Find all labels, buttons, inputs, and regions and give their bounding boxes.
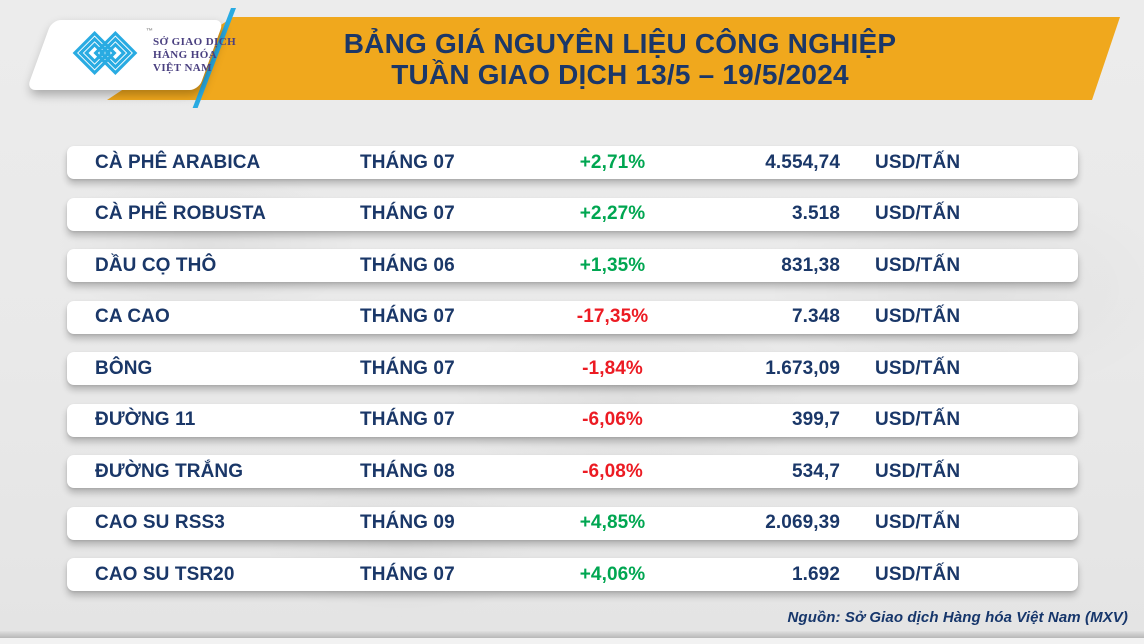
page-bottom-edge: [0, 638, 1144, 644]
table-row: ĐƯỜNG TRẮNG THÁNG 08 -6,08% 534,7 USD/TẤ…: [67, 455, 1078, 488]
change-percent: +1,35%: [579, 254, 646, 276]
commodity-name: DẦU CỌ THÔ: [95, 254, 217, 276]
table-row: CÀ PHÊ ROBUSTA THÁNG 07 +2,27% 3.518 USD…: [67, 197, 1078, 231]
table-row: CÀ PHÊ ARABICA THÁNG 07 +2,71% 4.554,74 …: [67, 146, 1078, 179]
price-table: CÀ PHÊ ARABICA THÁNG 07 +2,71% 4.554,74 …: [67, 146, 1078, 591]
mxv-logo-group: ™ SỞ GIAO DỊCH HÀNG HÓA VIỆT NAM: [52, 20, 236, 90]
contract-month: THÁNG 09: [360, 512, 455, 533]
commodity-name: CAO SU RSS3: [95, 512, 225, 533]
mxv-logo-text: SỞ GIAO DỊCH HÀNG HÓA VIỆT NAM: [153, 36, 236, 75]
change-percent: -6,08%: [582, 460, 643, 482]
mxv-logo-icon: ™: [66, 28, 153, 81]
page-title: BẢNG GIÁ NGUYÊN LIỆU CÔNG NGHIỆP TUẦN GI…: [95, 17, 1144, 100]
mxv-org-line3: VIỆT NAM: [153, 61, 212, 74]
change-percent: +4,06%: [579, 563, 646, 585]
price-unit: USD/TẤN: [875, 512, 961, 533]
price-value: 3.518: [791, 203, 840, 224]
table-row: BÔNG THÁNG 07 -1,84% 1.673,09 USD/TẤN: [67, 352, 1078, 385]
mxv-org-line1: SỞ GIAO DỊCH: [153, 35, 237, 48]
price-value: 4.554,74: [765, 151, 840, 173]
price-value: 2.069,39: [765, 512, 840, 533]
commodity-name: CÀ PHÊ ROBUSTA: [95, 203, 266, 224]
price-value: 1.673,09: [765, 357, 840, 379]
change-percent: -17,35%: [576, 306, 649, 327]
table-row: CA CAO THÁNG 07 -17,35% 7.348 USD/TẤN: [67, 300, 1078, 334]
contract-month: THÁNG 07: [360, 306, 455, 327]
commodity-name: BÔNG: [95, 357, 153, 379]
price-value: 831,38: [781, 254, 840, 276]
mxv-logo-plate: ™ SỞ GIAO DỊCH HÀNG HÓA VIỆT NAM: [26, 20, 236, 90]
contract-month: THÁNG 07: [360, 203, 455, 224]
header-banner: [107, 17, 1120, 100]
change-percent: +2,71%: [579, 151, 646, 173]
contract-month: THÁNG 07: [360, 357, 455, 379]
price-unit: USD/TẤN: [875, 357, 961, 379]
table-row: CAO SU TSR20 THÁNG 07 +4,06% 1.692 USD/T…: [67, 558, 1078, 591]
price-value: 399,7: [791, 409, 840, 430]
table-row: DẦU CỌ THÔ THÁNG 06 +1,35% 831,38 USD/TẤ…: [67, 249, 1078, 282]
price-value: 7.348: [791, 306, 840, 327]
source-note: Nguồn: Sở Giao dịch Hàng hóa Việt Nam (M…: [787, 609, 1128, 626]
price-value: 1.692: [791, 563, 840, 585]
table-row: CAO SU RSS3 THÁNG 09 +4,85% 2.069,39 USD…: [67, 506, 1078, 540]
price-unit: USD/TẤN: [875, 460, 961, 482]
price-unit: USD/TẤN: [875, 409, 961, 430]
contract-month: THÁNG 06: [360, 254, 455, 276]
change-percent: +2,27%: [579, 203, 646, 224]
price-unit: USD/TẤN: [875, 151, 961, 173]
contract-month: THÁNG 08: [360, 460, 455, 482]
change-percent: -6,06%: [582, 409, 643, 430]
table-row: ĐƯỜNG 11 THÁNG 07 -6,06% 399,7 USD/TẤN: [67, 403, 1078, 437]
change-percent: +4,85%: [579, 512, 646, 533]
price-unit: USD/TẤN: [875, 203, 961, 224]
commodity-name: ĐƯỜNG 11: [95, 409, 196, 430]
price-unit: USD/TẤN: [875, 254, 961, 276]
price-unit: USD/TẤN: [875, 563, 961, 585]
contract-month: THÁNG 07: [360, 151, 455, 173]
commodity-name: CA CAO: [95, 306, 170, 327]
commodity-name: CAO SU TSR20: [95, 563, 235, 585]
mxv-org-line2: HÀNG HÓA: [153, 48, 218, 61]
price-value: 534,7: [791, 460, 840, 482]
commodity-name: CÀ PHÊ ARABICA: [95, 151, 261, 173]
page-title-line1: BẢNG GIÁ NGUYÊN LIỆU CÔNG NGHIỆP: [343, 27, 897, 59]
page-title-line2: TUẦN GIAO DỊCH 13/5 – 19/5/2024: [391, 58, 849, 90]
price-unit: USD/TẤN: [875, 306, 961, 327]
contract-month: THÁNG 07: [360, 409, 455, 430]
contract-month: THÁNG 07: [360, 563, 455, 585]
change-percent: -1,84%: [582, 357, 643, 379]
commodity-name: ĐƯỜNG TRẮNG: [95, 460, 244, 482]
trademark-symbol: ™: [146, 27, 153, 35]
page-bottom-shadow: [0, 631, 1144, 638]
